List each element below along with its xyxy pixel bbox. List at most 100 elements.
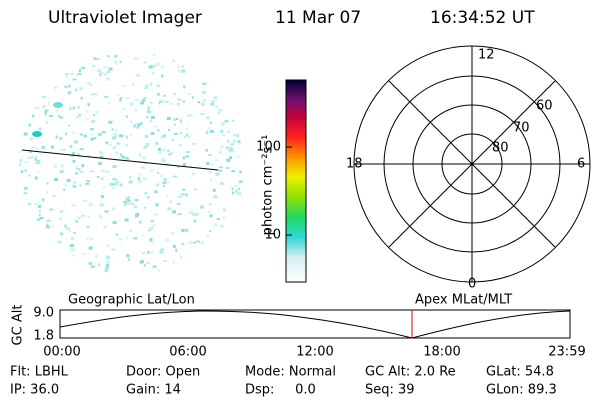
speckle [199, 205, 204, 209]
speckle [119, 153, 123, 157]
speckle [49, 208, 53, 211]
speckle [144, 135, 148, 138]
speckle [157, 93, 160, 96]
speckle [121, 155, 125, 159]
speckle [87, 82, 92, 86]
speckle [66, 179, 71, 182]
speckle [48, 101, 50, 105]
speckle [80, 133, 83, 136]
speckle [170, 151, 174, 154]
speckle [38, 204, 41, 208]
speckle [116, 142, 121, 145]
speckle [75, 171, 78, 175]
speckle [208, 203, 212, 206]
speckle [52, 195, 56, 198]
speckle [31, 146, 35, 149]
speckle [232, 119, 235, 122]
speckle [85, 182, 90, 185]
speckle [59, 217, 62, 221]
timeline-x-label: 23:59 [548, 345, 585, 360]
date: 11 Mar 07 [275, 8, 361, 28]
speckle [88, 203, 93, 207]
speckle [150, 116, 155, 119]
speckle [213, 223, 218, 227]
speckle [139, 153, 141, 157]
speckle [152, 125, 157, 128]
speckle [216, 218, 220, 221]
speckle [71, 152, 75, 156]
speckle [179, 122, 183, 125]
speckle [87, 216, 90, 219]
colorbar-tick-label: 10 [264, 228, 281, 243]
speckle [27, 156, 32, 159]
speckle [29, 149, 32, 153]
speckle [133, 205, 138, 209]
speckle [88, 261, 93, 265]
speckle [154, 213, 159, 216]
speckle [150, 220, 155, 223]
speckle [150, 118, 153, 121]
speckle [234, 184, 237, 187]
speckle [104, 73, 108, 76]
speckle [100, 195, 104, 199]
speckle [163, 134, 166, 138]
speckle [235, 191, 239, 194]
speckle [129, 133, 132, 137]
speckle [135, 109, 137, 112]
speckle [149, 238, 153, 242]
speckle [192, 172, 195, 176]
speckle [54, 178, 58, 181]
speckle [178, 196, 183, 198]
speckle [190, 114, 193, 117]
speckle [152, 265, 157, 268]
speckle [182, 163, 186, 167]
speckle [184, 228, 189, 232]
speckle [112, 178, 117, 181]
speckle [53, 165, 57, 168]
speckle [229, 156, 232, 160]
speckle [108, 67, 113, 71]
speckle [176, 102, 180, 106]
speckle [86, 226, 90, 229]
speckle [233, 140, 236, 142]
speckle [60, 210, 64, 213]
speckle [161, 74, 164, 78]
timeline-frame [59, 309, 571, 339]
speckle [225, 167, 230, 169]
speckle [158, 101, 161, 105]
speckle [46, 121, 49, 125]
speckle [173, 132, 178, 135]
speckle [89, 237, 94, 240]
speckle [231, 170, 236, 173]
speckle [24, 169, 27, 173]
speckle [126, 254, 130, 258]
timeline-title: Geographic Lat/Lon [68, 293, 195, 308]
speckle [223, 208, 226, 212]
speckle [160, 135, 165, 139]
speckle [112, 136, 117, 140]
speckle [201, 241, 204, 245]
colorbar [285, 79, 307, 283]
timeline-x-label: 06:00 [169, 345, 206, 360]
speckle [180, 132, 183, 134]
speckle [173, 123, 176, 126]
speckle [238, 188, 241, 191]
speckle [168, 129, 171, 132]
speckle [88, 154, 91, 158]
speckle [185, 155, 190, 158]
timeline-x-label: 00:00 [43, 345, 80, 360]
speckle [239, 170, 242, 174]
speckle [219, 224, 224, 228]
speckle [209, 130, 214, 133]
speckle [19, 158, 23, 162]
info-field: IP: 36.0 [10, 383, 59, 398]
speckle [38, 209, 41, 213]
speckle [185, 151, 190, 154]
speckle [83, 134, 87, 138]
speckle [143, 96, 148, 99]
speckle [90, 265, 95, 268]
speckle [87, 103, 90, 106]
speckle [86, 237, 89, 240]
speckle [142, 252, 146, 255]
speckle [31, 155, 35, 158]
